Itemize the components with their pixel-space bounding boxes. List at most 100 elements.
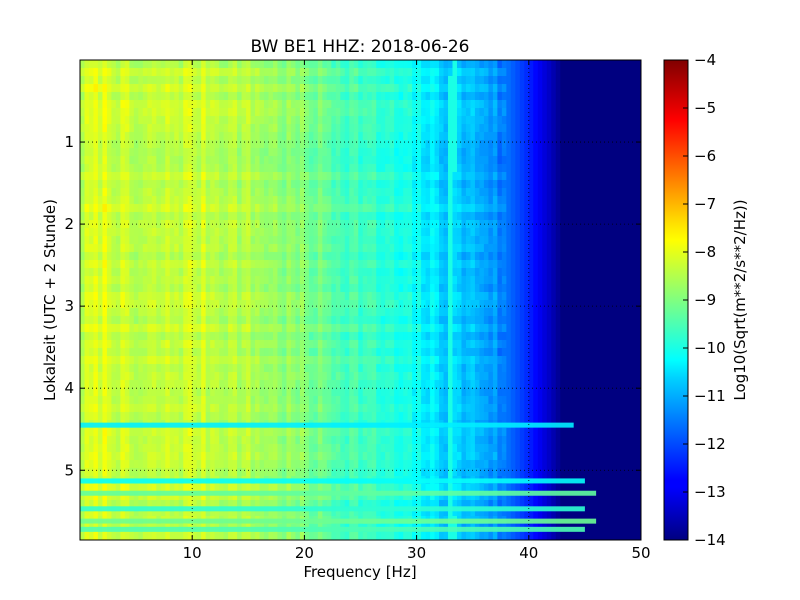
heatmap-cell xyxy=(555,148,561,157)
heatmap-cell xyxy=(497,124,503,133)
heatmap-cell xyxy=(241,180,247,189)
heatmap-cell xyxy=(201,236,207,245)
heatmap-cell xyxy=(281,364,288,373)
heatmap-cell xyxy=(470,132,476,141)
heatmap-cell xyxy=(596,236,602,245)
heatmap-cell xyxy=(627,356,633,365)
heatmap-cell xyxy=(80,364,86,373)
heatmap-cell xyxy=(380,268,386,277)
heatmap-cell xyxy=(84,140,90,149)
heatmap-cell xyxy=(358,236,364,245)
heatmap-cell xyxy=(434,156,440,165)
heatmap-cell xyxy=(497,84,503,93)
heatmap-cell xyxy=(632,172,638,181)
heatmap-cell xyxy=(313,204,319,213)
heatmap-cell xyxy=(340,156,346,165)
heatmap-cell xyxy=(605,252,611,261)
heatmap-cell xyxy=(250,316,256,325)
heatmap-cell xyxy=(376,260,382,269)
heatmap-cell xyxy=(456,236,463,245)
heatmap-cell xyxy=(138,196,144,205)
heatmap-cell xyxy=(443,124,449,133)
heatmap-cell xyxy=(573,148,579,157)
heatmap-cell xyxy=(614,284,620,293)
heatmap-cell xyxy=(528,244,534,253)
heatmap-cell xyxy=(178,188,184,197)
heatmap-cell xyxy=(483,332,490,341)
heatmap-cell xyxy=(97,180,104,189)
heatmap-cell xyxy=(546,188,552,197)
heatmap-cell xyxy=(147,236,153,245)
heatmap-cell xyxy=(587,92,593,101)
heatmap-cell xyxy=(223,332,229,341)
heatmap-cell xyxy=(281,92,288,101)
heatmap-cell xyxy=(97,212,104,221)
heatmap-cell xyxy=(470,276,476,285)
heatmap-cell xyxy=(389,156,395,165)
heatmap-cell xyxy=(394,100,400,109)
heatmap-cell xyxy=(299,292,305,301)
heatmap-cell xyxy=(519,100,525,109)
heatmap-cell xyxy=(609,324,615,333)
heatmap-cell xyxy=(214,180,220,189)
heatmap-cell xyxy=(88,316,95,325)
heatmap-cell xyxy=(636,228,641,237)
heatmap-cell xyxy=(510,244,516,253)
heatmap-cell xyxy=(286,300,292,309)
heatmap-cell xyxy=(524,236,530,245)
heatmap-cell xyxy=(510,84,516,93)
heatmap-cell xyxy=(488,100,494,109)
heatmap-cell xyxy=(546,308,552,317)
heatmap-cell xyxy=(192,244,198,253)
heatmap-cell xyxy=(138,148,144,157)
heatmap-cell xyxy=(434,148,440,157)
heatmap-cell xyxy=(80,308,86,317)
heatmap-cell xyxy=(398,252,404,261)
heatmap-cell xyxy=(169,284,175,293)
heatmap-cell xyxy=(488,324,494,333)
heatmap-cell xyxy=(246,68,252,77)
heatmap-cell xyxy=(389,340,395,349)
heatmap-cell xyxy=(223,348,229,357)
heatmap-cell xyxy=(80,348,86,357)
heatmap-cell xyxy=(277,228,283,237)
heatmap-cell xyxy=(277,188,283,197)
heatmap-cell xyxy=(255,196,261,205)
heatmap-cell xyxy=(578,68,584,77)
heatmap-cell xyxy=(317,108,323,117)
heatmap-cell xyxy=(241,92,247,101)
heatmap-cell xyxy=(537,340,543,349)
heatmap-cell xyxy=(582,60,588,69)
heatmap-cell xyxy=(174,76,180,85)
heatmap-cell xyxy=(564,292,570,301)
heatmap-cell xyxy=(304,292,310,301)
heatmap-cell xyxy=(250,340,256,349)
heatmap-cell xyxy=(255,204,261,213)
heatmap-cell xyxy=(578,172,584,181)
heatmap-cell xyxy=(353,172,359,181)
heatmap-cell xyxy=(636,276,641,285)
heatmap-cell xyxy=(259,148,265,157)
heatmap-cell xyxy=(272,92,279,101)
heatmap-cell xyxy=(407,268,413,277)
heatmap-cell xyxy=(403,204,409,213)
heatmap-cell xyxy=(196,340,202,349)
heatmap-cell xyxy=(205,324,211,333)
heatmap-cell xyxy=(519,124,525,133)
heatmap-cell xyxy=(335,284,341,293)
heatmap-cell xyxy=(569,196,575,205)
heatmap-cell xyxy=(497,236,503,245)
heatmap-cell xyxy=(169,60,175,69)
heatmap-cell xyxy=(551,172,557,181)
heatmap-cell xyxy=(474,348,481,357)
heatmap-cell xyxy=(147,180,153,189)
heatmap-cell xyxy=(362,260,368,269)
heatmap-cell xyxy=(317,124,323,133)
heatmap-cell xyxy=(587,292,593,301)
heatmap-cell xyxy=(246,212,252,221)
heatmap-cell xyxy=(479,324,485,333)
heatmap-cell xyxy=(456,84,463,93)
heatmap-cell xyxy=(353,348,359,357)
heatmap-cell xyxy=(129,132,135,141)
heatmap-cell xyxy=(219,276,225,285)
